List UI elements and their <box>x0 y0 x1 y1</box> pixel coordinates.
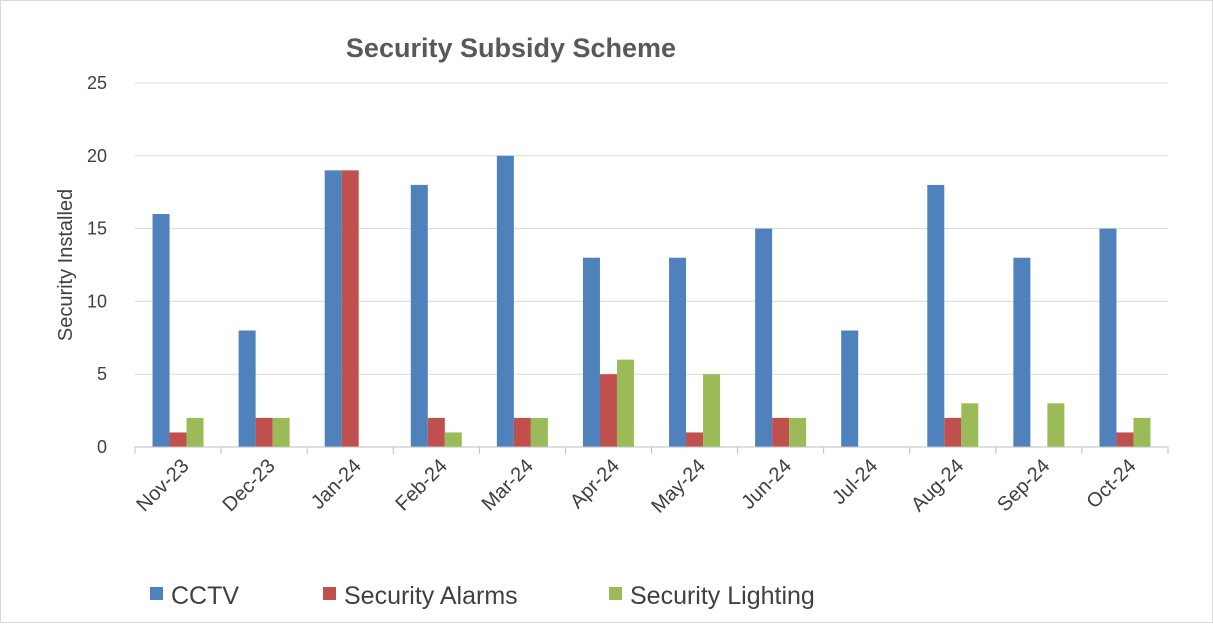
bar-cctv <box>324 170 342 448</box>
x-axis <box>134 446 1169 454</box>
bar-cctv <box>1013 257 1031 447</box>
bar-cctv <box>410 184 428 448</box>
bar-security-alarms <box>944 417 962 447</box>
legend-swatch <box>323 587 336 600</box>
bar-security-lighting <box>789 417 807 447</box>
bar-security-alarms <box>341 170 359 448</box>
bar-cctv <box>755 228 773 447</box>
bar-security-lighting <box>703 374 721 447</box>
legend-label: Security Alarms <box>344 582 518 610</box>
x-tick-label: Jul-24 <box>828 455 882 509</box>
gridlines <box>135 82 1168 375</box>
bar-security-alarms <box>169 432 187 447</box>
bar-security-alarms <box>1116 432 1134 447</box>
bar-security-alarms <box>686 432 704 447</box>
bar-security-lighting <box>1133 417 1151 447</box>
bar-cctv <box>841 330 859 447</box>
x-tick-label: Jun-24 <box>737 455 796 514</box>
x-tick-label: Apr-24 <box>566 455 624 513</box>
y-tick-label: 20 <box>87 146 107 166</box>
legend-swatch <box>609 587 622 600</box>
bar-security-lighting <box>530 417 548 447</box>
x-tick-label: Mar-24 <box>478 455 538 515</box>
bar-cctv <box>1099 228 1117 447</box>
bar-security-lighting <box>272 417 290 447</box>
bar-security-lighting <box>444 432 462 447</box>
bar-cctv <box>238 330 256 447</box>
x-tick-label: Feb-24 <box>391 455 451 515</box>
y-tick-label: 15 <box>87 219 107 239</box>
bar-security-lighting <box>961 403 979 447</box>
bar-security-lighting <box>186 417 204 447</box>
y-tick-label: 5 <box>97 364 107 384</box>
bar-cctv <box>669 257 687 447</box>
legend-label: Security Lighting <box>630 582 815 610</box>
y-axis-ticks: 0 5 10 15 20 25 <box>87 73 107 457</box>
x-tick-label: Aug-24 <box>907 455 968 516</box>
y-axis-label: Security Installed <box>55 189 77 341</box>
y-tick-label: 0 <box>97 437 107 457</box>
x-axis-ticks: Nov-23 Dec-23 Jan-24 Feb-24 Mar-24 Apr-24 May-… <box>132 455 1140 518</box>
legend-label: CCTV <box>171 582 239 610</box>
x-tick-label: May-24 <box>647 455 710 518</box>
bars <box>152 155 1151 448</box>
bar-security-lighting <box>1047 403 1065 447</box>
bar-security-lighting <box>616 359 634 447</box>
bar-security-alarms <box>255 417 273 447</box>
bar-cctv <box>582 257 600 447</box>
x-tick-label: Dec-23 <box>219 455 280 516</box>
x-tick-label: Sep-24 <box>993 455 1054 516</box>
legend-swatch <box>150 587 163 600</box>
bar-security-alarms <box>772 417 790 447</box>
y-tick-label: 25 <box>87 73 107 93</box>
bar-cctv <box>496 155 514 448</box>
chart-title: Security Subsidy Scheme <box>346 33 676 63</box>
y-tick-label: 10 <box>87 291 107 311</box>
legend: CCTV Security Alarms Security Lighting <box>150 582 815 610</box>
bar-security-alarms <box>513 417 531 447</box>
x-tick-label: Oct-24 <box>1082 455 1140 513</box>
bar-cctv <box>927 184 945 448</box>
x-tick-label: Nov-23 <box>132 455 193 516</box>
x-tick-label: Jan-24 <box>307 455 366 514</box>
bar-security-alarms <box>599 374 617 447</box>
bar-cctv <box>152 214 170 447</box>
bar-security-alarms <box>427 417 445 447</box>
